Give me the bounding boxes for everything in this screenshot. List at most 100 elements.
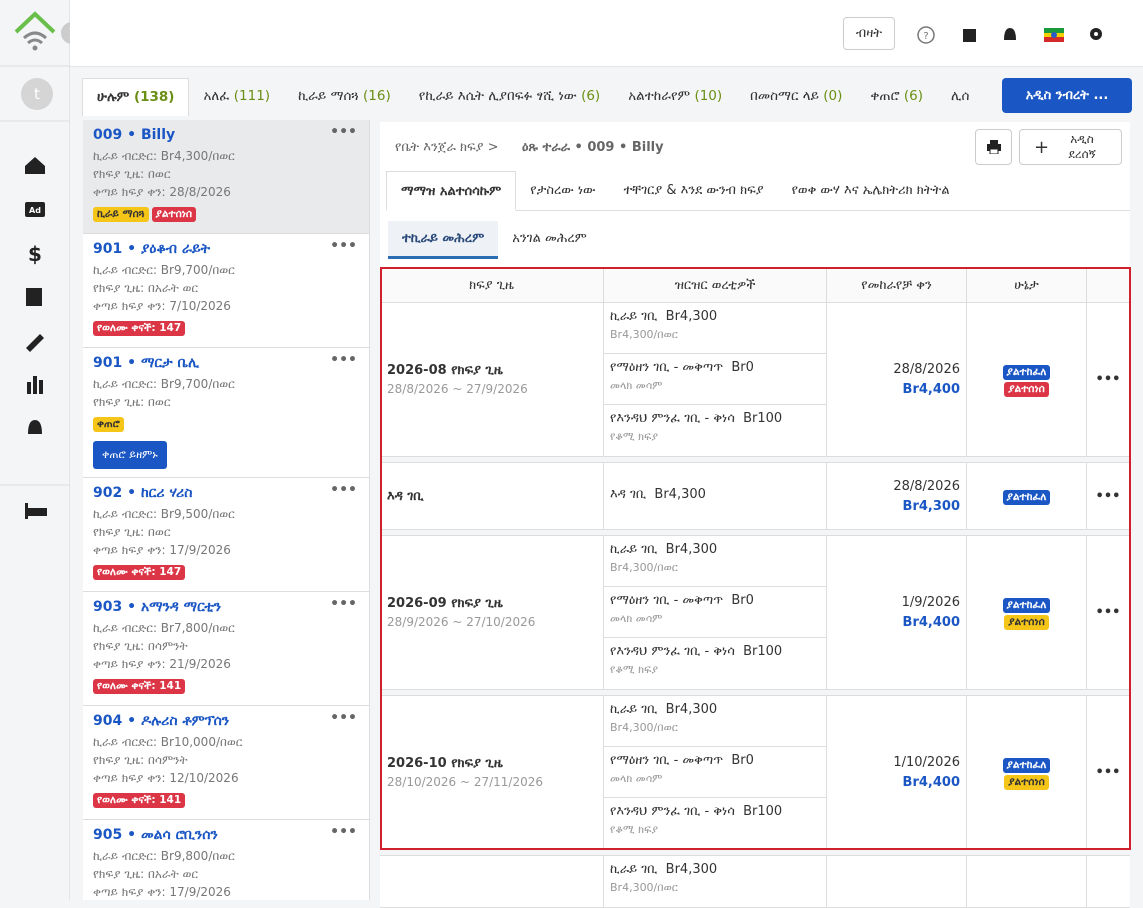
item-line: የማዕዘን ገቢ - መቅጣጥ Br0 bbox=[610, 593, 820, 608]
item: እዳ ገቢ Br4,300 bbox=[604, 463, 826, 529]
row-actions[interactable]: ••• bbox=[1095, 605, 1121, 620]
tab-count: (111) bbox=[233, 88, 271, 104]
tenant-name: ማርታ ቤሊ bbox=[140, 355, 199, 371]
item-amount: Br4,300 bbox=[654, 487, 706, 502]
status-badge: ያልተከፈለ bbox=[1002, 597, 1051, 613]
tenant-card[interactable]: 904 • ዶሉሪስ ቶምፕሰን ••• ኪራይ ብርድር: Br10,000/በወ… bbox=[83, 706, 369, 820]
more-button[interactable]: ••• bbox=[330, 824, 357, 840]
tab[interactable]: ኪራይ ማሰጓ (16) bbox=[284, 78, 405, 116]
tab-label: አልተከራየም bbox=[628, 88, 691, 104]
item-note: የቆሚ ክፍያ bbox=[610, 823, 658, 836]
tenant-card[interactable]: 009 • Billy ••• ኪራይ ብርድር: Br4,300/በወር የክፍያ … bbox=[83, 120, 369, 234]
tab[interactable]: ቀጠሮ (6) bbox=[856, 78, 937, 116]
tab-count: (0) bbox=[823, 88, 843, 104]
sp bbox=[657, 309, 665, 324]
item-note: መላክ መሳም bbox=[610, 772, 663, 785]
due-date: 28/8/2026 bbox=[893, 362, 960, 377]
period-cell bbox=[380, 856, 604, 907]
more-button[interactable]: ••• bbox=[330, 238, 357, 254]
date-cell: 1/10/2026 Br4,400 bbox=[827, 696, 967, 849]
more-button[interactable]: ••• bbox=[330, 710, 357, 726]
table-header: ክፍያ ጊዜ ዝርዝር ወረቲዎች የመከራየቻ ቀን ሁኔታ bbox=[380, 268, 1130, 303]
add-receipt-button[interactable]: + አዲስ ደረሰኝ bbox=[1019, 129, 1122, 165]
period-cell: 2026-08 የክፍያ ጊዜ 28/8/2026 ~ 27/9/2026 bbox=[380, 303, 604, 456]
item-line: እዳ ገቢ Br4,300 bbox=[610, 487, 820, 502]
date-cell: 1/9/2026 Br4,400 bbox=[827, 536, 967, 689]
item-line: ኪራይ ገቢ Br4,300 bbox=[610, 542, 820, 557]
table-row: 2026-10 የክፍያ ጊዜ 28/10/2026 ~ 27/11/2026 ኪራ… bbox=[380, 696, 1130, 850]
tab-label: ሊሰ bbox=[951, 88, 970, 104]
date-cell bbox=[827, 856, 967, 907]
inner-tab[interactable]: አንገል መሕረም bbox=[512, 231, 587, 246]
tenant-title: 009 • Billy bbox=[93, 127, 359, 143]
items-cell: እዳ ገቢ Br4,300 bbox=[604, 463, 827, 529]
tab[interactable]: ሊሰ bbox=[937, 78, 983, 116]
more-button[interactable]: ••• bbox=[330, 482, 357, 498]
period: እዳ ገቢ bbox=[387, 488, 424, 504]
due-date: 1/9/2026 bbox=[901, 595, 960, 610]
tenant-info: የክፍያ ጊዜ: በአራት ወር bbox=[93, 867, 199, 881]
row-actions[interactable]: ••• bbox=[1095, 372, 1121, 387]
tenant-card[interactable]: 903 • አማንዳ ማርቲን ••• ኪራይ ብርድር: Br7,800/በወር የ… bbox=[83, 592, 369, 706]
sub-tab[interactable]: ማማዝ አልተሰሳኩም bbox=[386, 171, 517, 211]
count-button[interactable]: ብዛት bbox=[843, 17, 895, 50]
action-button[interactable]: ቀጠሮ ይዘምኑ bbox=[93, 441, 167, 469]
badges: የወለሙ ቀናች: 141 bbox=[93, 787, 359, 808]
item-name: ኪራይ ገቢ bbox=[610, 702, 658, 717]
item-note: Br4,300/በወር bbox=[610, 561, 678, 574]
print-button[interactable] bbox=[975, 129, 1012, 165]
unit: 905 bbox=[93, 827, 123, 843]
more-button[interactable]: ••• bbox=[330, 124, 357, 140]
tab[interactable]: አልተከራየም (10) bbox=[614, 78, 736, 116]
row-actions[interactable]: ••• bbox=[1095, 488, 1121, 504]
more-button[interactable]: ••• bbox=[330, 352, 357, 368]
status-badge: ያልተሰነሰ bbox=[1004, 381, 1049, 397]
item-line: ኪራይ ገቢ Br4,300 bbox=[610, 702, 820, 717]
item: የእንዳህ ምንፈ ገቢ - ቅነሳ Br100 የቆሚ ክፍያ bbox=[604, 798, 826, 849]
row-actions[interactable]: ••• bbox=[1095, 765, 1121, 780]
badge: የወለሙ ቀናች: 147 bbox=[93, 565, 186, 580]
item-line: የማዕዘን ገቢ - መቅጣጥ Br0 bbox=[610, 753, 820, 768]
tenant-card[interactable]: 901 • ያዕቆብ ራይት ••• ኪራይ ብርድር: Br9,700/በወር የክ… bbox=[83, 234, 369, 348]
row-actions[interactable] bbox=[1087, 856, 1129, 907]
period-cell: 2026-10 የክፍያ ጊዜ 28/10/2026 ~ 27/11/2026 bbox=[380, 696, 604, 849]
tab[interactable]: በመስማር ላይ (0) bbox=[736, 78, 856, 116]
sub-tab[interactable]: የታስረው ነው bbox=[530, 183, 596, 198]
table-row: ኪራይ ገቢ Br4,300 Br4,300/በወር bbox=[380, 856, 1130, 908]
tab[interactable]: የኪራይ እሴት ሊያበፍፉ ፃሺ ነው (6) bbox=[405, 78, 614, 116]
tenant-info: ቀጣይ ክፍያ ቀን: 28/8/2026 bbox=[93, 185, 231, 199]
breadcrumb-parent[interactable]: የቤት እንጀራ ክፍያ > bbox=[395, 140, 499, 155]
total: Br4,400 bbox=[902, 775, 960, 790]
status-cell bbox=[967, 856, 1087, 907]
items-cell: ኪራይ ገቢ Br4,300 Br4,300/በወር የማዕዘን ገቢ - መቅጣጥ… bbox=[604, 536, 827, 689]
sep: • bbox=[122, 355, 141, 371]
sp bbox=[735, 644, 743, 659]
item-amount: Br0 bbox=[731, 360, 754, 375]
badge: የወለሙ ቀናች: 141 bbox=[93, 679, 186, 694]
due-date: 1/10/2026 bbox=[893, 755, 960, 770]
tab-count: (16) bbox=[363, 88, 391, 104]
tenant-card[interactable]: 905 • መልሳ ሮቢንሰን ••• ኪራይ ብርድር: Br9,800/በወር የ… bbox=[83, 820, 369, 900]
tenant-card[interactable]: 902 • ከርሪ ሃሪስ ••• ኪራይ ብርድር: Br9,500/በወር የክፍ… bbox=[83, 478, 369, 592]
sub-tab[interactable]: ተቸገርያ & እንደ ውንብ ክፍያ bbox=[623, 183, 764, 198]
item: ኪራይ ገቢ Br4,300 Br4,300/በወር bbox=[604, 303, 826, 354]
tenant-card[interactable]: 901 • ማርታ ቤሊ ••• ኪራይ ብርድር: Br9,700/በወር የክፍያ… bbox=[83, 348, 369, 478]
column-header: ክፍያ ጊዜ bbox=[380, 268, 604, 302]
nav-icons: t Ad $ bbox=[0, 11, 83, 519]
sub-tab[interactable]: የወቀ ውሃ እና ኤሌክትሪክ ክትትል bbox=[791, 183, 950, 198]
tenant-info: የክፍያ ጊዜ: በወር bbox=[93, 525, 171, 539]
new-property-button[interactable]: አዲስ ንብረት ... bbox=[1002, 78, 1132, 113]
column-header bbox=[1087, 268, 1129, 302]
item-amount: Br0 bbox=[731, 593, 754, 608]
more-button[interactable]: ••• bbox=[330, 596, 357, 612]
svg-text:$: $ bbox=[28, 242, 42, 266]
tab[interactable]: ሁሉም (138) bbox=[82, 78, 190, 116]
item-name: የማዕዘን ገቢ - መቅጣጥ bbox=[610, 360, 724, 375]
tab-label: በመስማር ላይ bbox=[750, 88, 819, 104]
tab[interactable]: አለፈ (111) bbox=[189, 78, 284, 116]
unit: 901 bbox=[93, 355, 123, 371]
inner-tab[interactable]: ተኪራይ መሕረም bbox=[388, 221, 499, 259]
tenant-title: 905 • መልሳ ሮቢንሰን bbox=[93, 827, 359, 843]
item-amount: Br100 bbox=[743, 804, 783, 819]
